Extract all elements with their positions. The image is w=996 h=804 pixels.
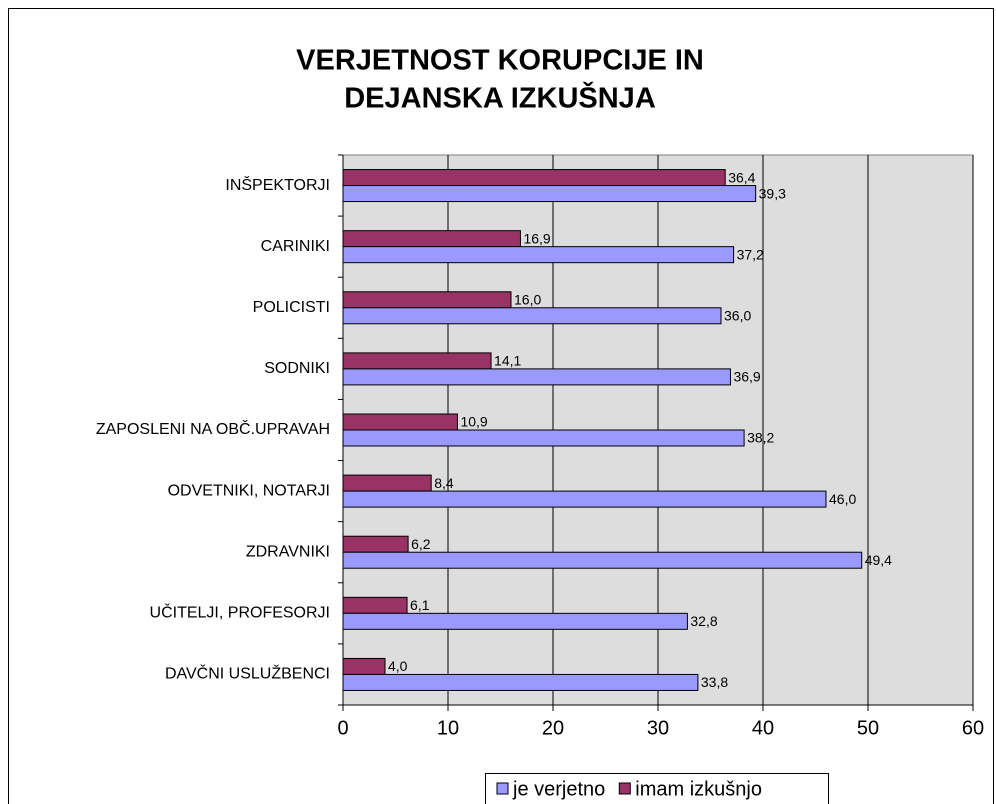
bar [342, 185, 757, 203]
data-label: 14,1 [494, 353, 521, 369]
y-tick-label: INŠPEKTORJI [225, 175, 330, 194]
bar [342, 246, 735, 264]
chart-title: DEJANSKA IZKUŠNJA [344, 81, 656, 115]
bar [342, 368, 731, 386]
legend-swatch [496, 782, 509, 795]
bar [342, 657, 386, 675]
legend-box [485, 773, 829, 804]
bar [342, 429, 745, 447]
y-tick-label: SODNIKI [264, 360, 330, 377]
data-label: 37,2 [737, 246, 764, 262]
y-tick-label: ODVETNIKI, NOTARJI [168, 482, 330, 499]
legend-label: imam izkušnjo [635, 778, 762, 800]
x-tick-label: 50 [857, 717, 879, 739]
bar [342, 535, 409, 553]
chart-frame [8, 8, 994, 804]
data-label: 6,1 [410, 597, 430, 613]
x-tick-label: 10 [437, 717, 459, 739]
x-tick-label: 0 [337, 717, 348, 739]
bar [342, 291, 512, 309]
data-label: 36,4 [728, 169, 755, 185]
data-label: 38,2 [747, 430, 774, 446]
data-label: 36,0 [724, 307, 751, 323]
x-tick-label: 20 [542, 717, 564, 739]
y-tick-label: POLICISTI [253, 299, 330, 316]
bar [342, 230, 521, 248]
bar [342, 352, 492, 370]
bar [342, 490, 827, 508]
x-tick-label: 30 [647, 717, 669, 739]
x-tick-label: 60 [962, 717, 984, 739]
data-label: 36,9 [733, 369, 760, 385]
legend-label: je verjetno [512, 778, 605, 800]
y-tick-label: ZDRAVNIKI [246, 543, 330, 560]
y-tick-label: UČITELJI, PROFESORJI [150, 603, 330, 622]
y-tick-label: DAVČNI USLUŽBENCI [165, 664, 330, 683]
bar [342, 551, 863, 569]
data-label: 33,8 [701, 674, 728, 690]
bar [342, 596, 408, 614]
bar [342, 307, 722, 325]
data-label: 32,8 [690, 613, 717, 629]
bar [342, 169, 726, 187]
chart-title: VERJETNOST KORUPCIJE IN [296, 45, 704, 77]
bar [342, 474, 432, 492]
data-label: 46,0 [829, 491, 856, 507]
bar [342, 413, 458, 431]
data-label: 10,9 [460, 414, 487, 430]
data-label: 16,0 [514, 291, 541, 307]
data-label: 8,4 [434, 475, 454, 491]
data-label: 39,3 [759, 185, 786, 201]
data-label: 49,4 [865, 552, 892, 568]
bar [342, 673, 699, 691]
y-tick-label: ZAPOSLENI NA OBČ.UPRAVAH [96, 419, 330, 438]
x-tick-label: 40 [752, 717, 774, 739]
y-tick-label: CARINIKI [261, 238, 330, 255]
data-label: 16,9 [523, 230, 550, 246]
bar [342, 612, 688, 630]
data-label: 4,0 [388, 658, 408, 674]
legend-swatch [618, 782, 631, 795]
data-label: 6,2 [411, 536, 431, 552]
